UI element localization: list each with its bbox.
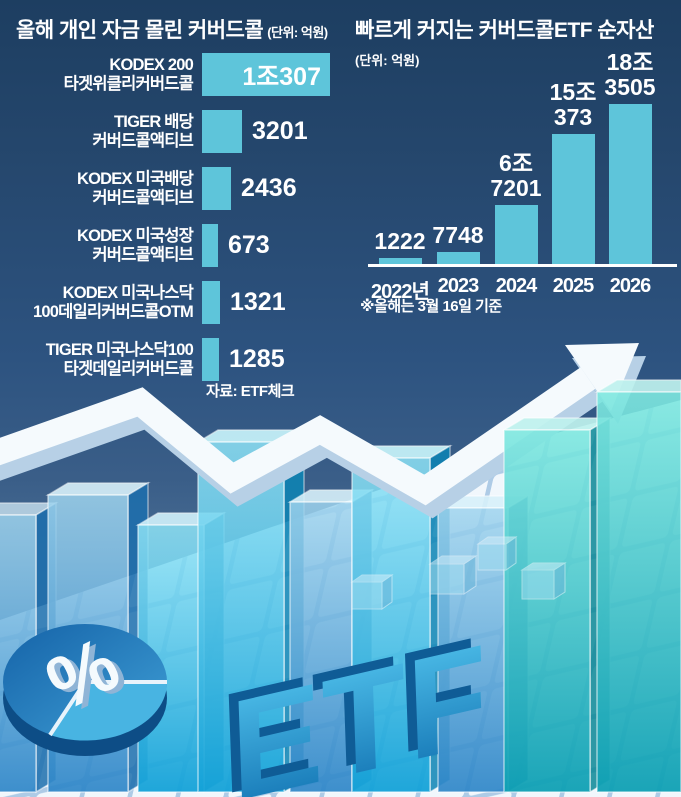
bar xyxy=(202,110,242,153)
bar-value: 1321 xyxy=(230,288,286,316)
axis-label-2023: 2023 xyxy=(437,275,480,297)
data-source-label: 자료: ETF체크 xyxy=(206,383,295,400)
growth-arrow-icon xyxy=(0,343,646,519)
right-chart-unit: (단위: 억원) xyxy=(355,53,420,68)
bar-label-line1: TIGER 배당 xyxy=(114,112,194,131)
right-bar-chart: 빠르게 커지는 커버드콜ETF 순자산 (단위: 억원) 1222 7748 6… xyxy=(355,14,681,315)
bar-value: 7748 xyxy=(432,222,484,248)
bar: 1조307 xyxy=(202,53,330,96)
bar-value: 6조 7201 xyxy=(490,150,542,201)
bar-row-tiger-nasdaq100: TIGER 미국나스닥100 타겟데일리커버드콜 1285 xyxy=(16,338,351,381)
bar xyxy=(436,252,480,264)
illustration-canvas: % % ETF ETF xyxy=(0,343,681,797)
bar-label: TIGER 미국나스닥100 타겟데일리커버드콜 xyxy=(16,341,202,379)
bar-label: KODEX 미국배당 커버드콜액티브 xyxy=(16,170,202,208)
glass-cubes xyxy=(350,536,567,610)
bar-value: 1285 xyxy=(229,345,285,373)
bar-label-line1: KODEX 미국나스닥 xyxy=(62,283,194,302)
bar-label-line1: TIGER 미국나스닥100 xyxy=(45,340,194,359)
bar-label: KODEX 200 타겟위클리커버드콜 xyxy=(16,56,202,94)
bar-label-line2: 타겟데일리커버드콜 xyxy=(63,359,194,378)
bar-group-2023: 7748 xyxy=(418,223,498,264)
bar-label-line1: KODEX 200 xyxy=(109,55,193,74)
bar-label-line2: 커버드콜액티브 xyxy=(92,131,193,150)
axis-label-2026: 2026 xyxy=(609,275,652,297)
bar-value: 1조307 xyxy=(242,62,321,91)
pie-slice-divider xyxy=(48,680,167,737)
axis-label-2022: 2022년 xyxy=(371,281,430,303)
bar-row-kodex-nasdaq: KODEX 미국나스닥 100데일리커버드콜OTM 1321 xyxy=(16,281,351,324)
bar-label-line2: 커버드콜액티브 xyxy=(92,245,193,264)
bar xyxy=(202,167,231,210)
bar-value: 1222 xyxy=(374,228,426,254)
glass-bar-tall xyxy=(501,379,681,794)
etf-3d-illustration: % % ETF ETF xyxy=(0,320,681,797)
bar xyxy=(608,104,652,264)
glass-bar xyxy=(594,379,681,793)
right-chart-title: 빠르게 커지는 커버드콜ETF 순자산 xyxy=(355,19,654,42)
left-chart-title: 올해 개인 자금 몰린 커버드콜 (단위: 억원) xyxy=(16,14,351,44)
bar-group-2024: 6조 7201 xyxy=(476,151,556,264)
bar-value: 18조 3505 xyxy=(604,49,656,100)
bar-value: 2436 xyxy=(241,174,297,202)
bar xyxy=(202,281,220,324)
bar-label-line2: 100데일리커버드콜OTM xyxy=(32,302,194,321)
right-chart-plot-area: 1222 7748 6조 7201 15조 373 18조 3505 2022년 20… xyxy=(368,50,677,303)
bar-label: KODEX 미국성장 커버드콜액티브 xyxy=(16,227,202,265)
axis-label-2024: 2024 xyxy=(495,275,538,297)
bar-value: 3201 xyxy=(252,117,308,145)
bar-row-tiger-dividend: TIGER 배당 커버드콜액티브 3201 xyxy=(16,110,351,153)
bar-group-2022: 1222 xyxy=(360,229,440,264)
left-chart-title-text: 올해 개인 자금 몰린 커버드콜 xyxy=(16,19,264,42)
bar-label-line2: 타겟위클리커버드콜 xyxy=(63,74,194,93)
axis-label-2025: 2025 xyxy=(552,275,595,297)
bar-label-line2: 커버드콜액티브 xyxy=(92,188,193,207)
chart-footnote: ※올해는 3월 16일 기준 xyxy=(360,298,502,315)
bar-group-2026: 18조 3505 xyxy=(590,50,670,264)
bar xyxy=(378,258,422,264)
bar-value: 673 xyxy=(228,231,270,259)
bar-row-kodex-us-growth: KODEX 미국성장 커버드콜액티브 673 xyxy=(16,224,351,267)
bar-group-2025: 15조 373 xyxy=(533,80,613,264)
bar xyxy=(202,338,219,381)
left-chart-unit: (단위: 억원) xyxy=(267,25,328,40)
bar xyxy=(494,205,538,264)
left-chart-rows: KODEX 200 타겟위클리커버드콜 1조307 TIGER 배당 커버드콜액티브… xyxy=(16,53,351,395)
glass-bar xyxy=(501,416,613,794)
bar-label: TIGER 배당 커버드콜액티브 xyxy=(16,113,202,151)
bar-label: KODEX 미국나스닥 100데일리커버드콜OTM xyxy=(16,284,202,322)
bar-row-kodex-us-dividend: KODEX 미국배당 커버드콜액티브 2436 xyxy=(16,167,351,210)
bar-value: 15조 373 xyxy=(549,79,597,130)
bar xyxy=(202,224,218,267)
bar-row-kodex200: KODEX 200 타겟위클리커버드콜 1조307 xyxy=(16,53,351,96)
pie-percent-illustration: % % xyxy=(3,621,168,756)
left-bar-chart: 올해 개인 자금 몰린 커버드콜 (단위: 억원) KODEX 200 타겟위클리커… xyxy=(16,14,351,381)
pie-slice xyxy=(50,682,168,741)
bar-label-line1: KODEX 미국성장 xyxy=(77,226,194,245)
bar xyxy=(551,134,595,264)
bar-label-line1: KODEX 미국배당 xyxy=(77,169,194,188)
